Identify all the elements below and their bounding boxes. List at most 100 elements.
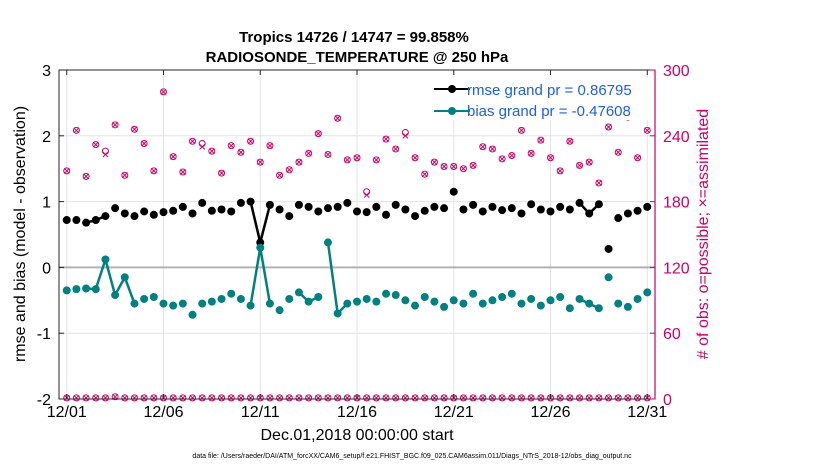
chart-title-line-1: Tropics 14726 / 14747 = 99.858%	[239, 29, 469, 46]
bias-marker	[198, 299, 207, 308]
bias-marker	[140, 294, 149, 303]
obs-possible-marker	[469, 161, 477, 169]
obs-assimilated-marker	[315, 130, 322, 137]
bias-marker	[565, 304, 574, 313]
obs-assimilated-marker	[528, 394, 535, 401]
bias-marker	[323, 238, 332, 247]
bias-marker	[594, 304, 603, 313]
rmse-marker	[207, 206, 216, 215]
obs-assimilated-marker	[305, 394, 312, 401]
bias-marker	[507, 289, 516, 298]
obs-assimilated-marker	[634, 154, 641, 161]
obs-assimilated-marker	[537, 394, 544, 401]
x-tick-label: 12/21	[434, 404, 474, 421]
rmse-marker	[517, 209, 526, 218]
rmse-marker	[430, 202, 439, 211]
bias-marker	[546, 296, 555, 305]
obs-possible-marker	[140, 394, 148, 402]
obs-assimilated-marker	[595, 180, 602, 186]
obs-assimilated-marker	[92, 394, 99, 401]
obs-possible-marker	[285, 166, 293, 174]
rmse-marker	[72, 216, 81, 225]
obs-possible-marker	[643, 126, 651, 134]
obs-possible-marker	[411, 394, 419, 402]
bias-marker	[362, 294, 371, 303]
bias-marker	[498, 293, 507, 302]
obs-possible-marker	[72, 394, 80, 402]
obs-assimilated-marker	[363, 192, 370, 198]
chart-title-line-2: RADIOSONDE_TEMPERATURE @ 250 hPa	[206, 49, 509, 66]
obs-possible-marker	[237, 394, 245, 402]
obs-possible-marker	[305, 394, 313, 402]
obs-possible-marker	[237, 148, 245, 156]
bias-marker	[159, 299, 168, 308]
rmse-marker	[536, 205, 545, 214]
rmse-marker	[275, 205, 284, 214]
x-tick-label: 12/06	[143, 404, 183, 421]
obs-possible-marker	[392, 394, 400, 402]
rmse-marker	[236, 198, 245, 207]
obs-possible-marker	[479, 394, 487, 402]
obs-assimilated-marker	[73, 394, 80, 401]
obs-possible-marker	[130, 394, 138, 402]
bias-marker	[101, 255, 110, 264]
rmse-marker	[372, 202, 381, 211]
rmse-marker	[391, 200, 400, 209]
obs-possible-marker	[256, 158, 264, 166]
obs-assimilated-marker	[179, 394, 186, 401]
bias-marker	[314, 293, 323, 302]
obs-possible-marker	[208, 394, 216, 402]
obs-possible-marker	[382, 394, 390, 402]
obs-possible-marker	[363, 394, 371, 402]
obs-assimilated-marker	[247, 138, 254, 145]
bias-marker	[372, 297, 381, 306]
rmse-marker	[575, 198, 584, 207]
obs-possible-marker	[159, 88, 167, 96]
obs-possible-marker	[295, 158, 303, 166]
bias-marker	[556, 293, 565, 302]
obs-possible-marker	[392, 145, 400, 153]
bias-marker	[517, 299, 526, 308]
bias-marker	[149, 293, 158, 302]
obs-assimilated-marker	[208, 148, 215, 155]
rmse-marker	[82, 218, 91, 227]
obs-possible-marker	[218, 169, 226, 177]
obs-assimilated-marker	[286, 394, 293, 401]
bias-marker	[391, 291, 400, 300]
obs-possible-marker	[469, 394, 477, 402]
obs-assimilated-marker	[179, 169, 186, 175]
obs-assimilated-marker	[121, 394, 128, 401]
obs-assimilated-marker	[218, 394, 225, 401]
bias-marker	[488, 296, 497, 305]
x-tick-label: 12/11	[241, 404, 280, 421]
obs-possible-marker	[411, 154, 419, 162]
rmse-marker	[411, 212, 420, 221]
obs-possible-marker	[121, 171, 129, 179]
obs-possible-marker	[169, 153, 177, 161]
obs-assimilated-marker	[131, 394, 138, 401]
obs-possible-marker	[479, 143, 487, 151]
obs-assimilated-marker	[431, 394, 438, 401]
obs-assimilated-marker	[624, 394, 631, 401]
obs-assimilated-marker	[528, 150, 535, 157]
obs-assimilated-marker	[150, 167, 157, 174]
bias-marker	[478, 299, 487, 308]
legend-rmse-label: rmse grand pr = 0.86795	[467, 82, 632, 99]
rmse-marker	[285, 212, 294, 221]
obs-assimilated-marker	[634, 394, 641, 401]
bias-marker	[643, 288, 652, 297]
obs-assimilated-marker	[479, 143, 486, 150]
rmse-marker	[594, 200, 603, 209]
obs-possible-marker	[372, 394, 380, 402]
bias-marker	[188, 310, 197, 319]
bias-marker	[207, 297, 216, 306]
rmse-marker	[643, 202, 652, 211]
obs-assimilated-marker	[431, 159, 438, 166]
obs-possible-marker	[624, 394, 632, 402]
bias-marker	[623, 302, 632, 311]
rmse-marker	[604, 244, 613, 253]
bias-marker	[265, 299, 274, 308]
bias-marker	[91, 285, 100, 294]
obs-possible-marker	[247, 137, 255, 145]
bias-marker	[256, 243, 265, 252]
